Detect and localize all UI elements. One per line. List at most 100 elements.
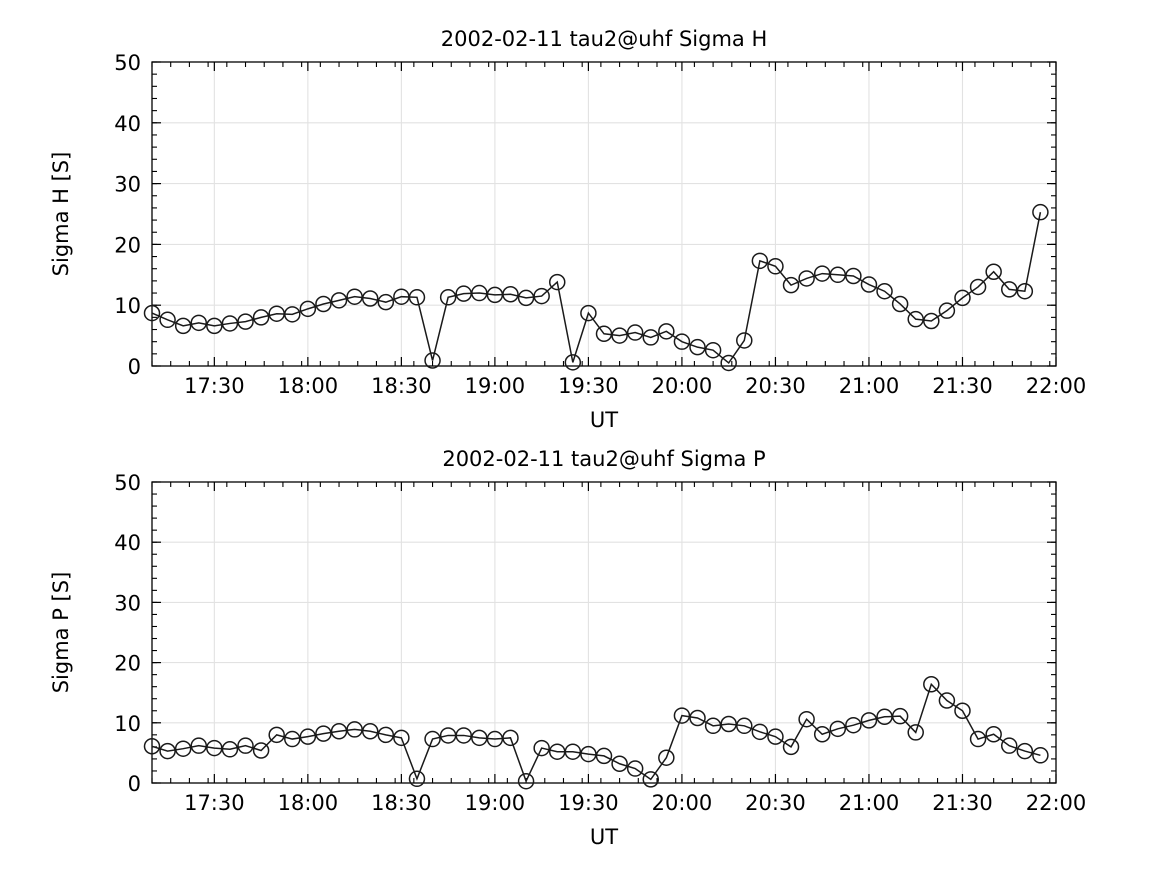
y-tick-label: 20 <box>114 652 141 676</box>
data-point-marker <box>190 314 208 332</box>
x-tick-label: 21:30 <box>932 374 993 398</box>
data-point-marker <box>876 282 893 300</box>
x-tick-label: 17:30 <box>184 374 245 398</box>
data-point-marker <box>626 324 644 341</box>
x-tick-label: 22:00 <box>1026 791 1087 815</box>
data-series-line <box>151 212 1042 365</box>
data-point-marker <box>284 730 301 748</box>
data-point-marker <box>673 333 691 350</box>
data-point-marker <box>346 288 363 305</box>
y-tick-label: 10 <box>114 294 141 318</box>
data-point-marker <box>221 315 239 332</box>
data-point-marker <box>954 289 971 307</box>
data-point-marker <box>736 717 753 735</box>
data-point-marker <box>704 341 722 359</box>
data-point-marker <box>907 724 924 741</box>
data-point-marker <box>938 692 956 709</box>
data-point-marker <box>143 738 161 755</box>
data-point-marker <box>595 325 613 343</box>
data-point-marker <box>782 738 800 756</box>
data-point-marker <box>923 312 940 330</box>
x-axis-label: UT <box>590 408 618 432</box>
y-tick-label: 40 <box>114 531 141 555</box>
data-point-marker <box>626 760 644 777</box>
y-tick-label: 30 <box>114 591 141 615</box>
data-point-marker <box>159 742 176 760</box>
x-tick-label: 19:30 <box>558 374 619 398</box>
y-tick-label: 0 <box>128 772 141 796</box>
data-point-marker <box>330 722 348 740</box>
data-point-marker <box>1032 203 1049 221</box>
data-point-marker <box>502 729 519 747</box>
data-point-marker <box>782 276 800 294</box>
data-point-marker <box>736 332 753 349</box>
data-point-marker <box>471 284 488 302</box>
x-axis-label: UT <box>590 825 618 849</box>
data-point-marker <box>938 302 956 319</box>
data-point-marker <box>315 725 332 742</box>
data-point-marker <box>860 276 878 293</box>
data-point-marker <box>252 742 270 759</box>
data-point-marker <box>1016 742 1034 760</box>
data-point-marker <box>439 289 457 306</box>
data-point-marker <box>284 306 301 323</box>
data-point-marker <box>845 716 862 734</box>
data-point-marker <box>564 354 582 371</box>
data-point-marker <box>658 323 675 340</box>
data-point-marker <box>954 702 971 720</box>
data-point-marker <box>424 730 441 748</box>
data-point-marker <box>252 309 270 326</box>
y-tick-label: 40 <box>114 112 141 136</box>
x-tick-label: 21:00 <box>839 791 900 815</box>
y-tick-label: 50 <box>114 51 141 75</box>
data-point-marker <box>517 772 535 790</box>
data-point-marker <box>907 310 924 328</box>
data-point-marker <box>237 737 254 754</box>
data-point-marker <box>533 287 550 305</box>
data-point-marker <box>595 747 613 765</box>
panel-sigma-h: 2002-02-11 tau2@uhf Sigma H 17:30 18:00 18:… <box>0 0 1167 437</box>
data-point-marker <box>564 743 582 760</box>
data-point-marker <box>533 739 550 757</box>
x-tick-label: 21:00 <box>839 374 900 398</box>
data-point-marker <box>237 313 254 330</box>
data-point-marker <box>860 712 878 729</box>
y-axis-label: Sigma P [S] <box>49 572 73 694</box>
data-point-marker <box>315 295 332 313</box>
x-tick-label: 19:00 <box>465 374 526 398</box>
data-point-marker <box>720 354 737 372</box>
y-tick-label: 10 <box>114 712 141 736</box>
data-point-marker <box>751 252 769 270</box>
data-point-marker <box>299 300 317 318</box>
data-point-marker <box>704 717 722 735</box>
x-tick-label: 20:00 <box>652 791 713 815</box>
data-point-marker <box>767 728 784 745</box>
x-tick-label: 17:30 <box>184 791 245 815</box>
data-point-marker <box>751 723 769 741</box>
data-point-marker <box>985 263 1002 281</box>
data-point-marker <box>361 290 379 307</box>
data-point-marker <box>813 725 831 743</box>
x-tick-label: 18:00 <box>278 374 339 398</box>
data-point-marker <box>969 278 987 296</box>
data-point-marker <box>891 295 909 313</box>
data-point-marker <box>689 338 706 356</box>
data-point-marker <box>393 729 410 747</box>
y-tick-label: 20 <box>114 233 141 257</box>
data-point-marker <box>377 726 395 744</box>
x-tick-label: 18:00 <box>278 791 339 815</box>
x-tick-label: 20:30 <box>745 374 806 398</box>
data-point-marker <box>1016 282 1034 300</box>
data-point-marker <box>611 327 628 344</box>
data-point-marker <box>720 715 737 733</box>
plot-frame <box>151 481 1057 784</box>
x-tick-label: 21:30 <box>932 791 993 815</box>
data-point-marker <box>330 292 348 309</box>
data-point-marker <box>642 771 660 788</box>
data-point-marker <box>268 726 285 744</box>
data-point-marker <box>455 727 472 744</box>
data-point-marker <box>190 737 208 754</box>
y-axis-label: Sigma H [S] <box>49 152 73 277</box>
data-point-marker <box>299 728 317 745</box>
data-point-marker <box>408 289 426 306</box>
